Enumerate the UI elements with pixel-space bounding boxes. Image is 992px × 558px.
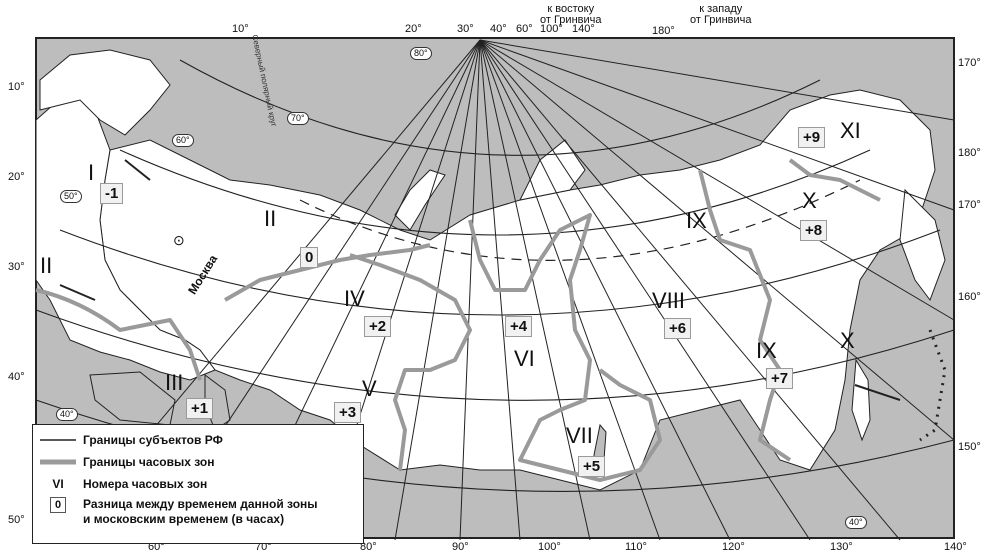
top-deg: 10° bbox=[232, 23, 249, 35]
dateline-dots bbox=[919, 329, 947, 442]
legend: Границы субъектов РФ Границы часовых зон… bbox=[32, 424, 364, 544]
top-deg: 100° bbox=[540, 23, 563, 35]
zone-offset-badge: +8 bbox=[800, 220, 828, 241]
west-note: к западу от Гринвича bbox=[690, 3, 752, 26]
arctic-circle bbox=[299, 179, 861, 261]
bottom-deg: 60° bbox=[148, 541, 165, 553]
zone-number: II bbox=[40, 253, 53, 278]
zone-border-symbol-icon bbox=[33, 458, 83, 466]
right-deg: 150° bbox=[958, 441, 981, 453]
parallel-label: 50° bbox=[60, 190, 82, 203]
zone-offset-badge: +9 bbox=[798, 127, 826, 148]
zone-offset-badge: +5 bbox=[578, 456, 606, 477]
zone-number: X bbox=[802, 188, 817, 213]
zone-number: X bbox=[840, 328, 855, 353]
left-deg: 30° bbox=[8, 261, 25, 273]
legend-row: VI Номера часовых зон bbox=[33, 477, 207, 491]
parallel-label: 70° bbox=[287, 112, 309, 125]
zone-offset-badge: +3 bbox=[334, 402, 362, 423]
zone-offset-badge: +2 bbox=[364, 316, 392, 337]
legend-row: Границы субъектов РФ bbox=[33, 433, 223, 447]
time-zone-borders bbox=[35, 158, 881, 482]
right-deg: 180° bbox=[958, 147, 981, 159]
zone-offset-badge: +6 bbox=[664, 318, 692, 339]
zone-offset-badge: +7 bbox=[766, 368, 794, 389]
bottom-deg: 80° bbox=[360, 541, 377, 553]
legend-symbol: VI bbox=[52, 477, 64, 491]
lon-180: 180° bbox=[652, 25, 675, 37]
zone-number: IX bbox=[686, 208, 707, 233]
sakhalin bbox=[851, 358, 871, 442]
zone-number: V bbox=[362, 376, 377, 401]
bottom-deg: 130° bbox=[830, 541, 853, 553]
bottom-deg: 120° bbox=[722, 541, 745, 553]
bottom-deg: 140° bbox=[944, 541, 967, 553]
zone-number: IX bbox=[756, 338, 777, 363]
left-deg: 50° bbox=[8, 514, 25, 526]
parallel-label: 80° bbox=[410, 47, 432, 60]
bottom-deg: 70° bbox=[255, 541, 272, 553]
parallel-label: 60° bbox=[172, 134, 194, 147]
subject-border-symbol-icon bbox=[33, 437, 83, 443]
top-deg: 60° bbox=[516, 23, 533, 35]
kuril-arrow bbox=[854, 384, 901, 401]
kamchatka bbox=[899, 188, 946, 302]
bottom-deg: 100° bbox=[538, 541, 561, 553]
zone-number: III bbox=[165, 370, 184, 395]
zone-number: VIII bbox=[652, 288, 686, 313]
top-deg: 40° bbox=[490, 23, 507, 35]
legend-label: Границы часовых зон bbox=[83, 455, 215, 469]
zone-number: VI bbox=[514, 346, 535, 371]
legend-row: 0 Разница между временем данной зоны и м… bbox=[33, 497, 318, 527]
zone-offset-badge: 0 bbox=[300, 247, 319, 268]
left-deg: 10° bbox=[8, 81, 25, 93]
scandinavia bbox=[39, 49, 171, 136]
legend-label: Номера часовых зон bbox=[83, 477, 208, 491]
top-deg: 20° bbox=[405, 23, 422, 35]
map-frame bbox=[35, 37, 955, 539]
top-deg: 140° bbox=[572, 23, 595, 35]
left-deg: 40° bbox=[8, 371, 25, 383]
left-deg: 20° bbox=[8, 171, 25, 183]
zone-number: VII bbox=[566, 423, 593, 448]
east-note: к востоку от Гринвича bbox=[540, 3, 602, 26]
zone2-arrow bbox=[59, 284, 96, 301]
parallel-label: 40° bbox=[56, 408, 78, 421]
right-deg: 160° bbox=[958, 291, 981, 303]
taimyr bbox=[519, 139, 586, 201]
legend-label: Границы субъектов РФ bbox=[83, 433, 223, 447]
zone-offset-badge: +1 bbox=[186, 398, 214, 419]
legend-symbol-box: 0 bbox=[33, 497, 83, 513]
zone-number: I bbox=[88, 160, 95, 185]
zone-number: II bbox=[264, 206, 277, 231]
right-deg: 170° bbox=[958, 57, 981, 69]
zone-offset-badge: +4 bbox=[505, 316, 533, 337]
bottom-deg: 90° bbox=[452, 541, 469, 553]
top-deg: 30° bbox=[457, 23, 474, 35]
legend-row: Границы часовых зон bbox=[33, 455, 214, 469]
legend-label: Разница между временем данной зоны и мос… bbox=[83, 497, 318, 526]
zone-offset-badge: -1 bbox=[100, 183, 124, 204]
zone-number: IV bbox=[344, 286, 365, 311]
parallel-label: 40° bbox=[845, 516, 867, 529]
moscow-marker-icon: ⊙ bbox=[173, 232, 185, 248]
right-deg: 170° bbox=[958, 199, 981, 211]
bottom-deg: 110° bbox=[625, 541, 647, 553]
region-arrow bbox=[124, 159, 151, 181]
zone-number: XI bbox=[840, 118, 861, 143]
